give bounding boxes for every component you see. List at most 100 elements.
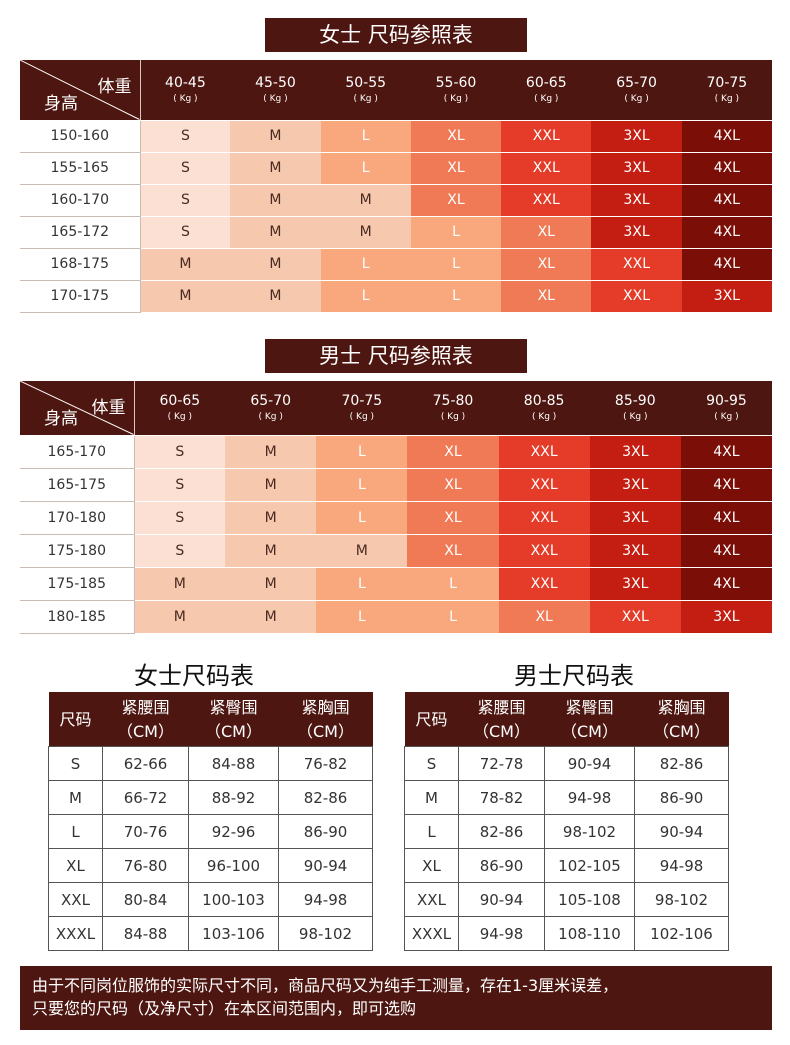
- size-code-cell: XL: [48, 848, 103, 883]
- measure-cell: 76-80: [102, 848, 189, 883]
- size-row: 160-170 S M M XL XXL 3XL 4XL: [20, 184, 772, 217]
- measure-row: XXXL 84-88 103-106 98-102: [48, 916, 373, 951]
- weight-range-header: 65-70( Kg ): [225, 381, 317, 436]
- diagonal-divider: [20, 60, 140, 120]
- weight-range-header: 75-80( Kg ): [407, 381, 499, 436]
- measure-cell: 84-88: [188, 746, 279, 781]
- women-measure-table: 尺码 紧腰围 （CM） 紧臀围 （CM） 紧胸围 （CM） S 62-66 84-88 76…: [48, 692, 373, 951]
- size-cell: S: [134, 468, 226, 502]
- size-cell: XL: [410, 120, 502, 153]
- measure-row: M 78-82 94-98 86-90: [404, 780, 729, 815]
- size-cell: 3XL: [589, 534, 681, 568]
- measure-cell: 62-66: [102, 746, 189, 781]
- weight-range-header: 45-50( Kg ): [230, 60, 321, 121]
- measure-row: XXL 80-84 100-103 94-98: [48, 882, 373, 917]
- height-range-cell: 170-175: [20, 280, 141, 313]
- measure-cell: 70-76: [102, 814, 189, 849]
- measure-row: L 70-76 92-96 86-90: [48, 814, 373, 849]
- size-cell: XL: [407, 501, 499, 535]
- size-cell: XXL: [498, 567, 590, 601]
- women-chart-title: 女士 尺码参照表: [265, 18, 527, 52]
- diagonal-divider: [20, 381, 134, 435]
- measure-cell: 103-106: [188, 916, 279, 951]
- size-cell: M: [225, 534, 317, 568]
- weight-range-header: 40-45( Kg ): [140, 60, 231, 121]
- height-range-cell: 170-180: [20, 501, 135, 535]
- measure-header-row: 尺码 紧腰围 （CM） 紧臀围 （CM） 紧胸围 （CM）: [48, 692, 373, 747]
- size-cell: XXL: [501, 120, 592, 153]
- size-cell: M: [225, 501, 317, 535]
- size-code-cell: M: [48, 780, 103, 815]
- women-chart-corner: 体重 身高: [20, 60, 141, 121]
- size-cell: 4XL: [681, 152, 772, 185]
- size-cell: XL: [498, 600, 590, 634]
- measure-cell: 86-90: [278, 814, 373, 849]
- size-cell: 4XL: [681, 216, 772, 249]
- height-range-cell: 175-180: [20, 534, 135, 568]
- size-cell: 3XL: [589, 501, 681, 535]
- size-code-cell: M: [404, 780, 459, 815]
- weight-label: 体重: [97, 77, 132, 97]
- size-code-cell: XXXL: [48, 916, 103, 951]
- size-cell: XXL: [498, 501, 590, 535]
- measure-cell: 94-98: [544, 780, 635, 815]
- women-size-chart: 体重 身高 40-45( Kg ) 45-50( Kg ) 50-55( Kg …: [20, 60, 772, 313]
- height-range-cell: 168-175: [20, 248, 141, 281]
- measure-cell: 98-102: [278, 916, 373, 951]
- measure-row: XL 76-80 96-100 90-94: [48, 848, 373, 883]
- measure-cell: 86-90: [634, 780, 729, 815]
- size-code-cell: L: [404, 814, 459, 849]
- measure-header: 紧腰围 （CM）: [458, 692, 545, 747]
- size-row: 170-175 M M L L XL XXL 3XL: [20, 280, 772, 313]
- size-cell: XL: [410, 152, 502, 185]
- measure-row: L 82-86 98-102 90-94: [404, 814, 729, 849]
- measure-cell: 82-86: [458, 814, 545, 849]
- size-cell: M: [230, 216, 321, 249]
- women-chart-header-row: 体重 身高 40-45( Kg ) 45-50( Kg ) 50-55( Kg …: [20, 60, 772, 121]
- size-cell: XXL: [501, 152, 592, 185]
- measure-cell: 90-94: [634, 814, 729, 849]
- measure-cell: 84-88: [102, 916, 189, 951]
- size-cell: 3XL: [591, 184, 682, 217]
- height-range-cell: 160-170: [20, 184, 141, 217]
- measure-cell: 102-105: [544, 848, 635, 883]
- size-cell: L: [407, 567, 499, 601]
- size-cell: L: [410, 248, 502, 281]
- size-cell: M: [140, 280, 231, 313]
- height-range-cell: 175-185: [20, 567, 135, 601]
- notice-line: 只要您的尺码（及净尺寸）在本区间范围内，即可选购: [32, 999, 417, 1018]
- weight-range-header: 55-60( Kg ): [410, 60, 502, 121]
- notice-banner: 由于不同岗位服饰的实际尺寸不同，商品尺码又为纯手工测量，存在1-3厘米误差， 只…: [20, 966, 772, 1030]
- weight-range-header: 70-75( Kg ): [316, 381, 408, 436]
- size-cell: M: [320, 216, 411, 249]
- size-cell: 4XL: [680, 468, 772, 502]
- size-cell: 3XL: [589, 435, 681, 469]
- size-cell: M: [230, 120, 321, 153]
- measure-cell: 105-108: [544, 882, 635, 917]
- measure-cell: 98-102: [634, 882, 729, 917]
- size-cell: M: [316, 534, 408, 568]
- size-row: 150-160 S M L XL XXL 3XL 4XL: [20, 120, 772, 153]
- size-cell: S: [140, 120, 231, 153]
- height-label: 身高: [44, 408, 78, 429]
- size-cell: XL: [501, 280, 592, 313]
- men-chart-corner: 体重 身高: [20, 381, 135, 436]
- measure-cell: 98-102: [544, 814, 635, 849]
- measure-row: S 72-78 90-94 82-86: [404, 746, 729, 781]
- size-cell: M: [230, 248, 321, 281]
- size-cell: M: [230, 152, 321, 185]
- measure-cell: 78-82: [458, 780, 545, 815]
- size-cell: L: [320, 152, 411, 185]
- height-range-cell: 180-185: [20, 600, 135, 634]
- measure-header: 紧胸围 （CM）: [634, 692, 729, 747]
- size-cell: M: [320, 184, 411, 217]
- size-code-cell: S: [404, 746, 459, 781]
- measure-row: XXL 90-94 105-108 98-102: [404, 882, 729, 917]
- size-cell: XXL: [591, 280, 682, 313]
- measure-cell: 66-72: [102, 780, 189, 815]
- size-code-cell: XXXL: [404, 916, 459, 951]
- measure-header: 紧臀围 （CM）: [188, 692, 279, 747]
- size-cell: 3XL: [591, 152, 682, 185]
- size-row: 165-175 S M L XL XXL 3XL 4XL: [20, 468, 772, 502]
- measure-header-row: 尺码 紧腰围 （CM） 紧臀围 （CM） 紧胸围 （CM）: [404, 692, 729, 747]
